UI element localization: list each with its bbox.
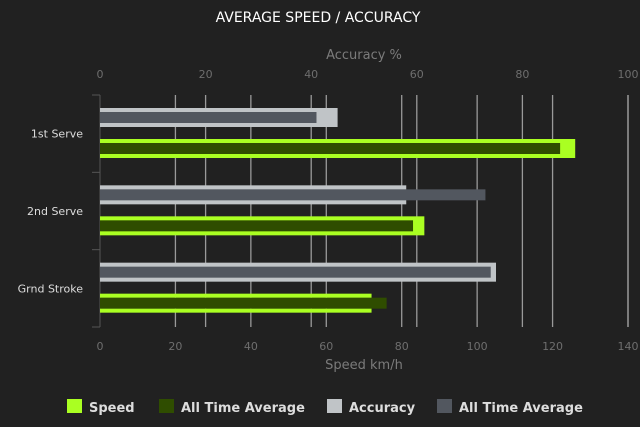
- speed-tick-label: 0: [97, 340, 104, 353]
- legend-label: All Time Average: [459, 401, 583, 416]
- chart-title: AVERAGE SPEED / ACCURACY: [216, 10, 421, 26]
- legend-label: All Time Average: [181, 401, 305, 416]
- legend-item[interactable]: All Time Average: [159, 399, 305, 416]
- bottom-axis-label: Speed km/h: [325, 358, 403, 373]
- speed-bar: [100, 293, 372, 298]
- speed-tick-label: 100: [467, 340, 488, 353]
- speed-tick-label: 60: [319, 340, 333, 353]
- accuracy-tick-label: 60: [410, 68, 424, 81]
- category-label: 2nd Serve: [27, 205, 83, 218]
- legend-swatch: [67, 399, 82, 413]
- category-label: 1st Serve: [31, 128, 83, 141]
- accuracy-average-bar: [100, 112, 317, 123]
- legend-swatch: [159, 399, 174, 413]
- legend-item[interactable]: Accuracy: [327, 399, 416, 416]
- speed-tick-label: 120: [542, 340, 563, 353]
- accuracy-tick-label: 0: [97, 68, 104, 81]
- speed-tick-label: 140: [618, 340, 639, 353]
- top-axis-label: Accuracy %: [326, 48, 402, 63]
- speed-tick-label: 20: [168, 340, 182, 353]
- legend-item[interactable]: All Time Average: [437, 399, 583, 416]
- speed-tick-label: 80: [395, 340, 409, 353]
- accuracy-tick-label: 100: [618, 68, 639, 81]
- accuracy-average-bar: [100, 266, 491, 278]
- speed-average-bar: [100, 297, 387, 309]
- speed-tick-label: 40: [244, 340, 258, 353]
- accuracy-tick-label: 40: [304, 68, 318, 81]
- legend-swatch: [327, 399, 342, 413]
- speed-bar: [100, 308, 372, 313]
- speed-average-bar: [100, 220, 414, 232]
- legend-item[interactable]: Speed: [67, 399, 135, 416]
- accuracy-average-bar: [100, 189, 486, 201]
- accuracy-tick-label: 20: [199, 68, 213, 81]
- legend-label: Speed: [89, 401, 135, 416]
- category-label: Grnd Stroke: [18, 282, 84, 295]
- accuracy-tick-label: 80: [515, 68, 529, 81]
- legend-label: Accuracy: [349, 401, 416, 416]
- speed-average-bar: [100, 143, 561, 154]
- legend-swatch: [437, 399, 452, 413]
